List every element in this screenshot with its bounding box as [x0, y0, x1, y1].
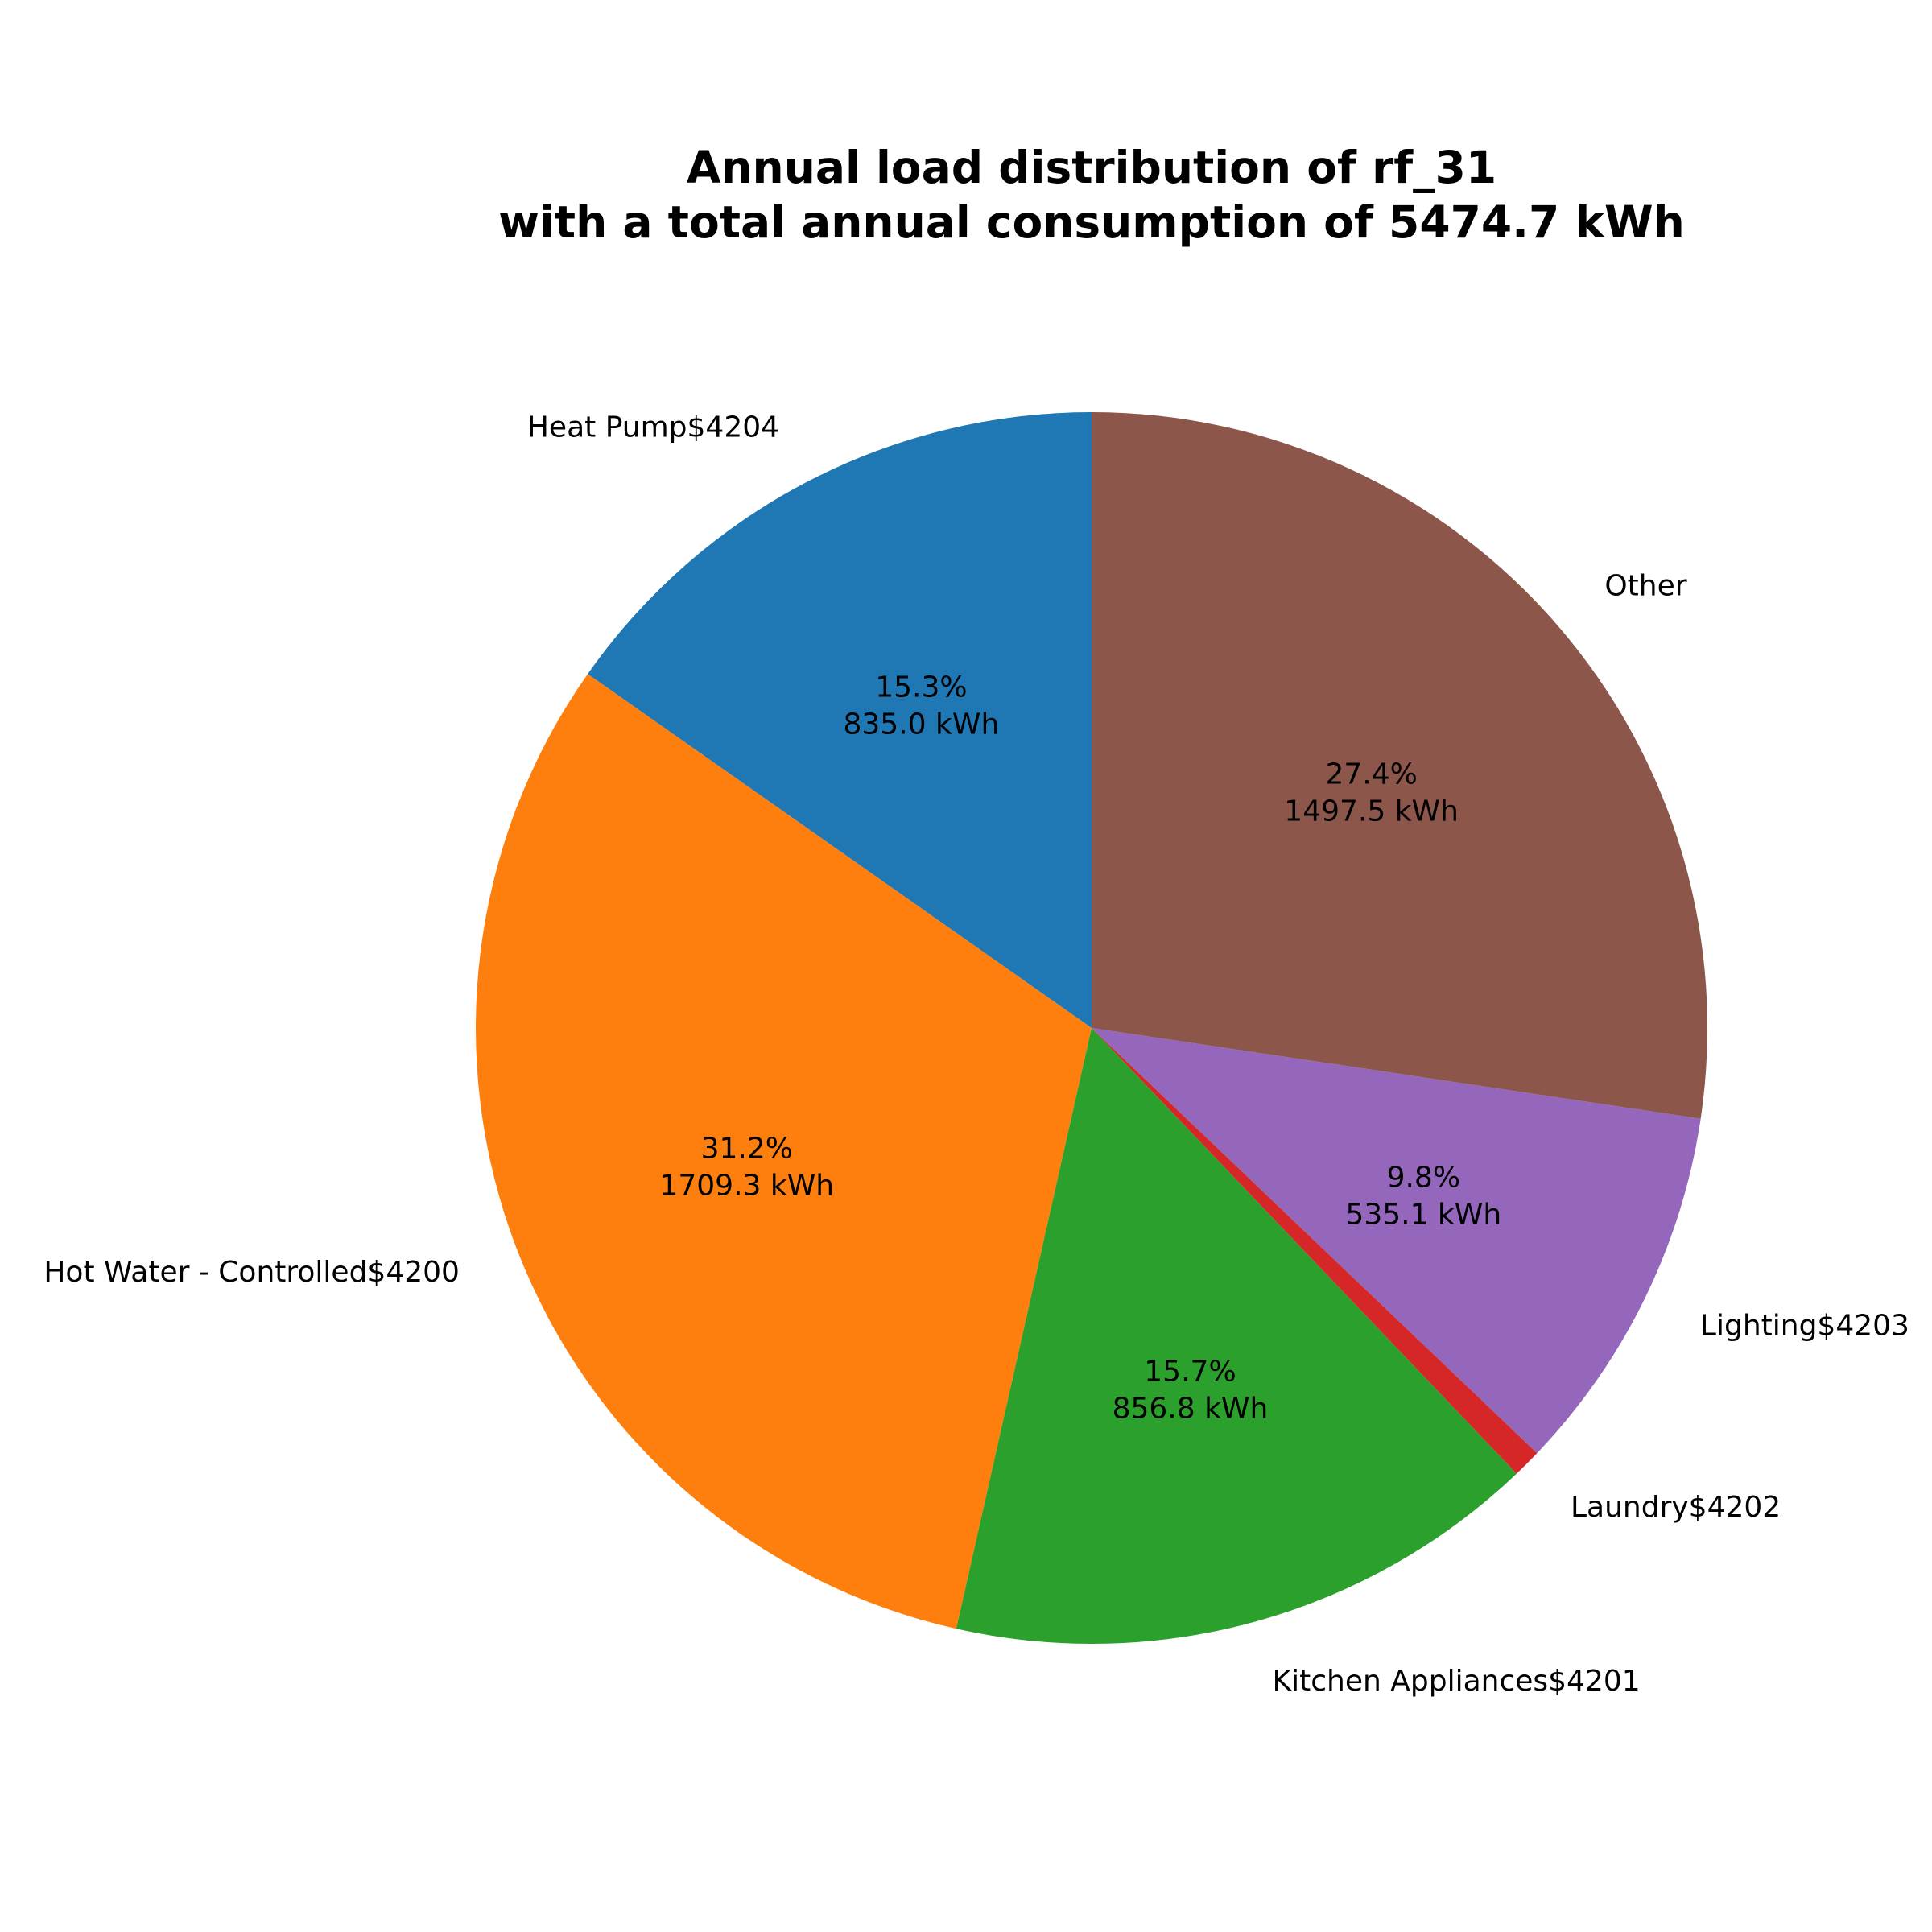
chart-subtitle: with a total annual consumption of 5474.…	[498, 196, 1685, 248]
chart-title: Annual load distribution of rf_31	[687, 142, 1496, 193]
slice-category-label: Laundry$4202	[1571, 1491, 1781, 1524]
slice-category-label: Kitchen Appliances$4201	[1273, 1665, 1641, 1698]
slice-percent-label: 15.7%	[1144, 1355, 1236, 1388]
pie-slice	[1092, 412, 1707, 1119]
pie-slice	[956, 1028, 1517, 1644]
pie-slice	[588, 412, 1092, 1028]
pie-slices	[476, 412, 1707, 1644]
slice-value-label: 1709.3 kWh	[659, 1169, 834, 1202]
slice-value-label: 835.0 kWh	[844, 708, 1000, 741]
slice-value-label: 856.8 kWh	[1113, 1392, 1269, 1425]
slice-category-label: Heat Pump$4204	[527, 411, 779, 444]
slice-category-label: Lighting$4203	[1700, 1310, 1909, 1343]
pie-slice	[1092, 1028, 1538, 1474]
slice-category-label: Other	[1604, 570, 1686, 603]
slice-percent-label: 31.2%	[701, 1132, 793, 1165]
pie-labels: Heat Pump$4204 15.3% 835.0 kWh Hot Water - …	[43, 411, 1909, 1698]
slice-value-label: 1497.5 kWh	[1284, 795, 1459, 828]
slice-percent-label: 15.3%	[875, 671, 967, 704]
slice-value-label: 535.1 kWh	[1345, 1199, 1501, 1232]
pie-slice	[476, 674, 1092, 1629]
slice-percent-label: 9.8%	[1387, 1162, 1460, 1195]
slice-category-label: Hot Water - Controlled$4200	[43, 1256, 460, 1289]
slice-percent-label: 27.4%	[1325, 758, 1417, 791]
pie-slice	[1092, 1028, 1701, 1454]
